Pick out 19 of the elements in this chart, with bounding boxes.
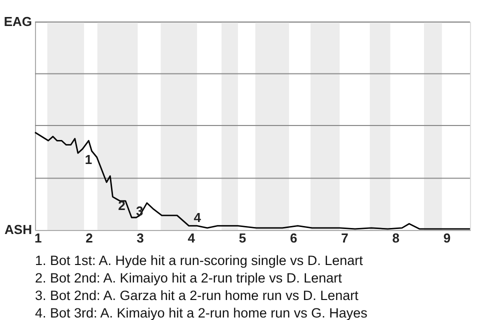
text: 2. Bot 2nd: A. Kimaiyo hit a 2-run triple vs D. Lenart — [35, 270, 342, 286]
annotation: 1 — [84, 152, 92, 167]
x-tick-label: 5 — [238, 230, 246, 246]
x-tick-label: 1 — [34, 230, 42, 246]
x-tick-label: 2 — [86, 230, 93, 246]
text: ASH — [4, 222, 32, 237]
x-tick-label: 8 — [392, 230, 400, 246]
annotation: 4 — [194, 210, 202, 226]
annotation: 2 — [118, 198, 126, 213]
x-tick-label: 9 — [443, 230, 451, 246]
x-tick-label: 7 — [341, 230, 348, 246]
x-tick-label: 3 — [136, 230, 144, 246]
x-tick-label: 4 — [188, 230, 196, 246]
x-tick-label: 6 — [290, 230, 298, 246]
annotation: 3 — [136, 203, 144, 218]
text: 3. Bot 2nd: A. Garza hit a 2-run home run vs D. Lenart — [35, 288, 359, 303]
text: 1. Bot 1st: A. Hyde hit a run-scoring single vs D. Lenart — [35, 253, 364, 268]
text: EAG — [4, 14, 32, 29]
text: 4. Bot 3rd: A. Kimaiyo hit a 2-run home run vs G. Hayes — [35, 306, 368, 320]
